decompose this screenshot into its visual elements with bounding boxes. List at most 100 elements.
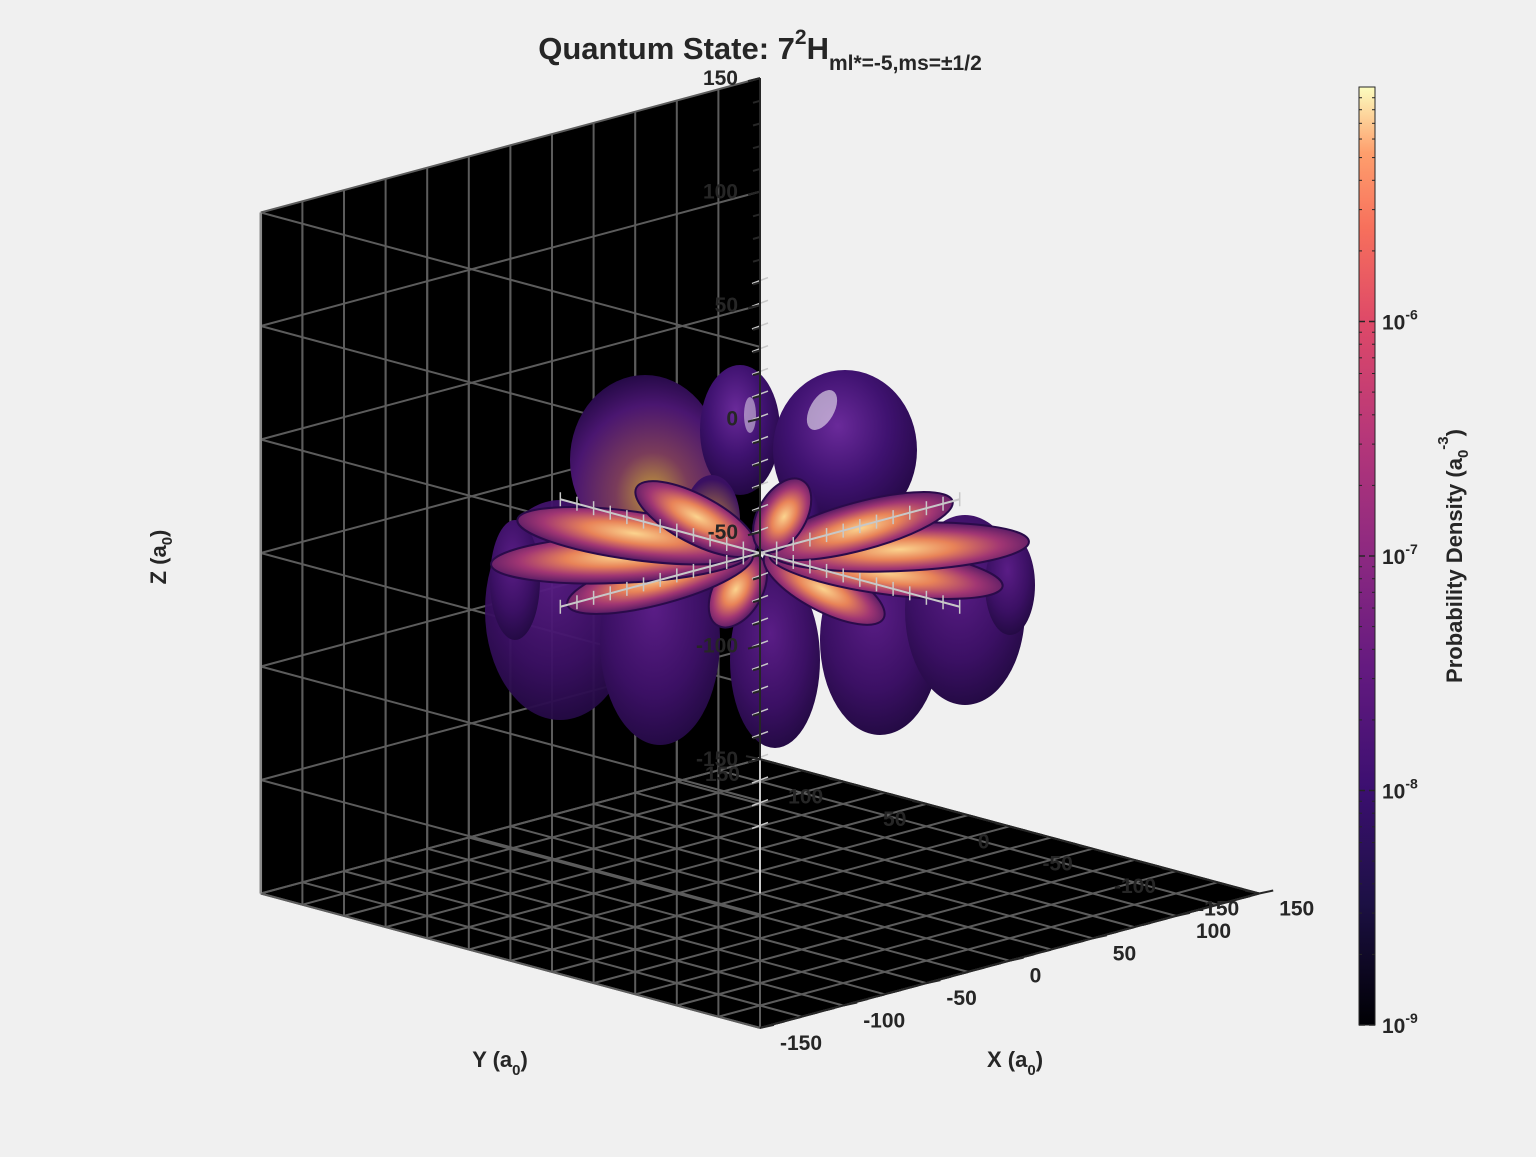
equatorial-petals bbox=[490, 477, 1030, 629]
y-tick-label: -50 bbox=[1042, 853, 1072, 876]
x-tick-labels: -150 -100 -50 0 50 100 150 bbox=[759, 889, 1314, 1055]
z-axis-tick bbox=[747, 417, 761, 423]
x-tick-label: 100 bbox=[1196, 920, 1231, 943]
y-axis-tick bbox=[851, 783, 861, 787]
grid-line bbox=[260, 779, 761, 916]
x-axis-tick bbox=[1092, 934, 1108, 940]
z-axis-tick bbox=[752, 440, 761, 445]
y-axis-tick bbox=[818, 774, 827, 778]
y-axis-tick bbox=[1244, 889, 1260, 895]
x-axis-tick bbox=[1009, 956, 1024, 962]
x-tick-label: -100 bbox=[863, 1010, 905, 1033]
z-tick-label: -100 bbox=[696, 635, 738, 658]
x-axis-tick bbox=[759, 1023, 775, 1029]
z-axis-tick bbox=[752, 99, 761, 104]
z-axis-tick bbox=[747, 77, 761, 83]
y-axis-tick bbox=[1234, 886, 1243, 890]
z-axis-tick bbox=[752, 326, 761, 331]
z-tick-label: -50 bbox=[708, 521, 738, 544]
x-tick-label: -150 bbox=[780, 1032, 822, 1055]
z-axis-tick bbox=[752, 735, 761, 740]
x-axis-tick bbox=[876, 993, 885, 998]
z-axis-tick bbox=[752, 349, 761, 354]
z-tick-label: -150 bbox=[696, 748, 738, 771]
z-axis-label: Z (a0) bbox=[146, 530, 176, 585]
y-axis-tick bbox=[1151, 863, 1160, 868]
grid-line bbox=[260, 665, 761, 802]
z-axis-tick bbox=[752, 167, 761, 172]
x-axis-tick bbox=[1075, 939, 1085, 944]
x-axis-tick bbox=[1225, 899, 1235, 904]
x-tick-label: 0 bbox=[1030, 965, 1042, 988]
grid-line bbox=[260, 77, 761, 214]
x-axis-tick bbox=[1258, 889, 1274, 895]
x-axis-tick bbox=[959, 971, 968, 976]
x-axis-tick bbox=[909, 984, 919, 989]
y-axis-tick bbox=[828, 777, 844, 783]
z-axis-tick bbox=[752, 508, 761, 513]
center-axis-tick bbox=[751, 776, 769, 784]
grid-line bbox=[718, 881, 1218, 1018]
z-axis-tick bbox=[752, 394, 761, 399]
y-axis-tick bbox=[785, 765, 794, 770]
x-axis-tick bbox=[892, 989, 902, 994]
y-axis-tick bbox=[1161, 867, 1177, 873]
z-axis-tick bbox=[752, 576, 761, 581]
z-axis-tick bbox=[752, 236, 761, 240]
x-axis-tick bbox=[926, 979, 941, 985]
z-axis-tick bbox=[752, 667, 761, 672]
z-axis-tick bbox=[747, 644, 761, 650]
y-axis-tick bbox=[801, 769, 811, 774]
y-axis-tick bbox=[884, 791, 894, 796]
x-axis-tick bbox=[942, 975, 952, 980]
x-tick-label: 150 bbox=[1279, 898, 1314, 921]
y-axis-tick bbox=[745, 755, 761, 761]
z-axis-tick bbox=[752, 213, 761, 218]
y-tick-label: -100 bbox=[1114, 875, 1156, 898]
x-axis-tick bbox=[992, 962, 1002, 967]
z-axis-tick bbox=[752, 621, 761, 626]
y-axis-tick bbox=[1201, 877, 1210, 882]
center-axis-tick bbox=[751, 798, 769, 807]
x-axis-tick bbox=[1142, 921, 1151, 926]
z-tick-labels: -150 -100 -50 0 50 100 150 bbox=[696, 67, 761, 771]
x-axis-tick bbox=[1192, 908, 1201, 913]
y-axis-tick bbox=[1051, 836, 1060, 841]
z-axis-tick bbox=[747, 531, 761, 537]
x-axis-tick bbox=[826, 1007, 835, 1011]
colorbar-ticks: 10-9 10-8 10-7 10-6 bbox=[1359, 97, 1418, 1038]
y-axis-tick bbox=[868, 787, 877, 792]
z-tick-label: 100 bbox=[703, 181, 738, 204]
y-tick-label: 100 bbox=[788, 786, 823, 809]
z-tick-label: 0 bbox=[726, 408, 738, 431]
x-axis-tick bbox=[1125, 926, 1135, 931]
x-axis-tick bbox=[1042, 948, 1052, 953]
x-axis-tick bbox=[1175, 911, 1191, 917]
x-axis-tick bbox=[793, 1015, 802, 1020]
x-tick-label: -50 bbox=[946, 987, 976, 1010]
y-axis-tick bbox=[1017, 827, 1027, 832]
x-axis-tick bbox=[1025, 953, 1035, 958]
x-axis-label: X (a0) bbox=[987, 1047, 1043, 1079]
y-tick-labels: -150 -100 -50 0 50 100 150 bbox=[705, 755, 1260, 921]
y-axis-tick bbox=[995, 822, 1010, 828]
x-axis-tick bbox=[1109, 930, 1118, 935]
z-axis-tick bbox=[752, 463, 761, 467]
x-axis-tick bbox=[1159, 917, 1168, 922]
y-tick-label: 0 bbox=[978, 830, 990, 853]
z-axis-tick bbox=[752, 122, 761, 127]
x-axis-tick bbox=[1209, 903, 1218, 908]
z-axis-tick bbox=[747, 304, 761, 310]
orbital-surface bbox=[485, 365, 1035, 748]
x-axis-tick bbox=[976, 966, 985, 971]
x-axis-tick bbox=[1059, 944, 1068, 949]
x-axis-tick bbox=[809, 1011, 819, 1016]
z-axis-tick bbox=[752, 258, 761, 263]
y-axis-tick bbox=[1184, 872, 1193, 877]
y-axis-tick bbox=[934, 805, 944, 810]
y-axis-tick bbox=[1134, 859, 1143, 864]
grid-line bbox=[260, 211, 761, 348]
petal-lobe bbox=[751, 477, 813, 554]
